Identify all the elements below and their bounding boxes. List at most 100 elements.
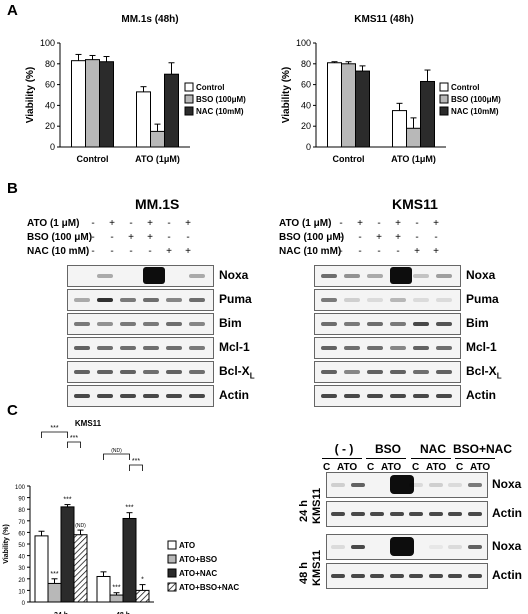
treatment-sign: + xyxy=(376,232,382,243)
band xyxy=(189,394,205,398)
y-tick-label: 70 xyxy=(18,520,25,526)
band xyxy=(331,512,345,516)
band xyxy=(74,346,90,350)
band xyxy=(143,346,159,350)
band xyxy=(344,322,360,326)
band xyxy=(321,322,337,326)
band xyxy=(143,394,159,398)
band xyxy=(344,394,360,398)
y-tick-label: 40 xyxy=(301,100,311,110)
treatment-sign: - xyxy=(434,232,438,243)
condition-label: BSO xyxy=(374,442,401,456)
band xyxy=(370,512,384,516)
band xyxy=(436,394,452,398)
legend-entry: ATO+BSO xyxy=(179,555,217,564)
treatment-sign: - xyxy=(129,218,133,229)
band xyxy=(367,370,383,374)
bar-ato-nac xyxy=(122,517,137,603)
band xyxy=(74,370,90,374)
treatment-sign: + xyxy=(395,232,401,243)
band xyxy=(390,322,406,326)
protein-label: Actin xyxy=(492,568,522,582)
legend-swatch xyxy=(184,94,194,104)
y-tick-label: 30 xyxy=(18,566,25,572)
blot-strip-bcl-x xyxy=(314,361,461,383)
band xyxy=(350,574,365,578)
legend-swatch xyxy=(167,540,177,550)
band xyxy=(448,483,462,487)
y-axis-label: Viability (%) xyxy=(25,67,36,124)
protein-subscript: L xyxy=(249,371,255,381)
protein-label: Noxa xyxy=(219,268,249,282)
band xyxy=(344,298,360,302)
y-axis-label: Viability (%) xyxy=(281,67,292,124)
treatment-sign: - xyxy=(415,232,419,243)
band xyxy=(331,574,345,578)
band xyxy=(143,267,165,284)
band xyxy=(97,346,113,350)
band xyxy=(120,370,136,374)
protein-label: Noxa xyxy=(466,268,496,282)
legend-entry: BSO (100μM) xyxy=(451,95,501,104)
y-tick-label: 60 xyxy=(301,80,311,90)
band xyxy=(321,394,337,398)
treatment-sign: - xyxy=(396,246,400,257)
protein-label: Puma xyxy=(219,292,252,306)
blot-strip-mcl-1 xyxy=(67,337,214,359)
band xyxy=(350,483,365,487)
band xyxy=(331,545,345,549)
protein-label: Puma xyxy=(466,292,499,306)
cell-line-label: KMS11 xyxy=(311,487,323,524)
chart-kms11-time-course: KMS11 Viability (%) 0 10 20 30 40 50 60 70 80 90 100… xyxy=(3,419,239,614)
lane-label: ATO xyxy=(337,462,358,473)
bar-control xyxy=(392,110,407,148)
blot-strip-bim xyxy=(67,313,214,335)
band xyxy=(467,545,482,549)
bar-ato-bso xyxy=(109,594,124,603)
treatment-sign: + xyxy=(357,218,363,229)
band xyxy=(74,298,90,302)
significance-mark: *** xyxy=(125,505,133,512)
band xyxy=(120,298,136,302)
blot-title-kms11: KMS11 xyxy=(392,196,438,212)
y-tick-label: 0 xyxy=(22,601,26,607)
band xyxy=(367,298,383,302)
legend-entry: Control xyxy=(196,83,224,92)
legend-swatch xyxy=(167,568,177,578)
significance-bracket xyxy=(41,431,68,438)
blot-strip-noxa xyxy=(314,265,461,287)
legend-swatch xyxy=(184,82,194,92)
band xyxy=(74,322,90,326)
band xyxy=(389,537,414,556)
treatment-sign: - xyxy=(339,232,343,243)
treatment-sign: + xyxy=(185,218,191,229)
legend-entry: ATO xyxy=(179,541,195,550)
band xyxy=(428,545,443,549)
treatment-sign: - xyxy=(339,218,343,229)
band xyxy=(350,512,365,516)
bar-ato xyxy=(96,575,111,603)
band xyxy=(97,394,113,398)
treatment-sign: - xyxy=(358,232,362,243)
blot-panel-mm1s: MM.1S ATO (1 μM) - + - + - + BSO (100 μM) - - + + - -… xyxy=(0,188,264,407)
treatment-sign: - xyxy=(148,246,152,257)
y-tick-label: 20 xyxy=(18,578,25,584)
condition-underline xyxy=(366,458,406,459)
y-axis-label: Viability (%) xyxy=(3,524,10,564)
band xyxy=(390,370,406,374)
band xyxy=(166,322,182,326)
legend-swatch xyxy=(167,554,177,564)
band xyxy=(189,298,205,302)
lane-label: ATO xyxy=(381,462,402,473)
band xyxy=(97,322,113,326)
timepoint-label: 48 h xyxy=(298,561,310,584)
blot-strip-puma xyxy=(314,289,461,311)
protein-label: Bcl-XL xyxy=(466,364,502,381)
band xyxy=(413,274,429,278)
condition-label: BSO+NAC xyxy=(453,442,513,456)
treatment-sign: - xyxy=(377,246,381,257)
chart-title: KMS11 (48h) xyxy=(354,14,413,25)
y-tick-label: 40 xyxy=(18,555,25,561)
bracket-label: *** xyxy=(50,425,58,432)
legend-swatch xyxy=(184,106,194,116)
